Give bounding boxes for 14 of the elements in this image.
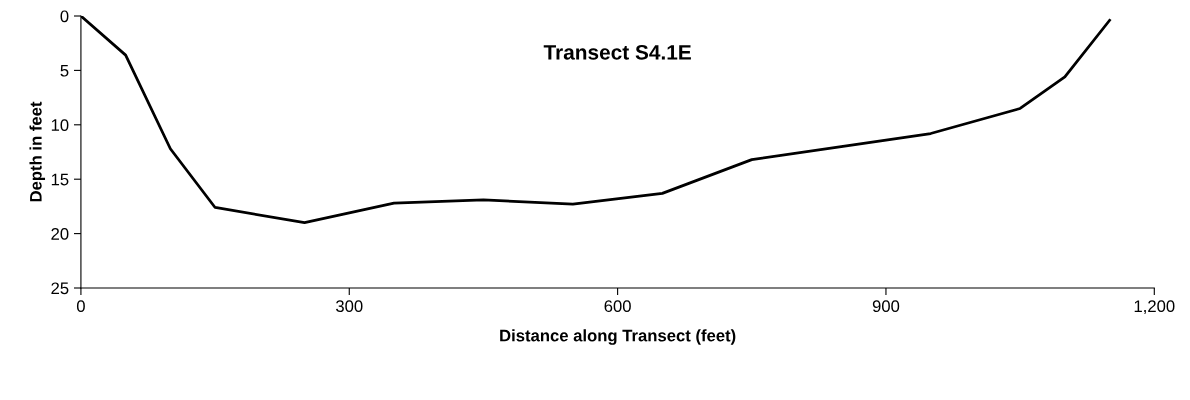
x-axis-title: Distance along Transect (feet) <box>500 329 736 345</box>
text: Transect S4.1E <box>543 44 691 60</box>
y-axis-title: Depth in feet <box>29 101 46 202</box>
y-tick-label: 10 <box>51 119 69 131</box>
x-tick-label: 0 <box>76 300 85 313</box>
y-tick-label: 0 <box>60 10 69 23</box>
y-tick-label: 15 <box>51 173 69 186</box>
x-tick-label: 900 <box>872 300 900 313</box>
x-tick-label: 300 <box>336 300 363 313</box>
x-tick-label: 1,200 <box>1134 300 1175 315</box>
x-tick-label: 600 <box>604 300 631 313</box>
y-tick-label: 20 <box>51 228 69 240</box>
y-tick-label: 5 <box>60 64 69 77</box>
y-tick-label: 25 <box>51 282 69 295</box>
